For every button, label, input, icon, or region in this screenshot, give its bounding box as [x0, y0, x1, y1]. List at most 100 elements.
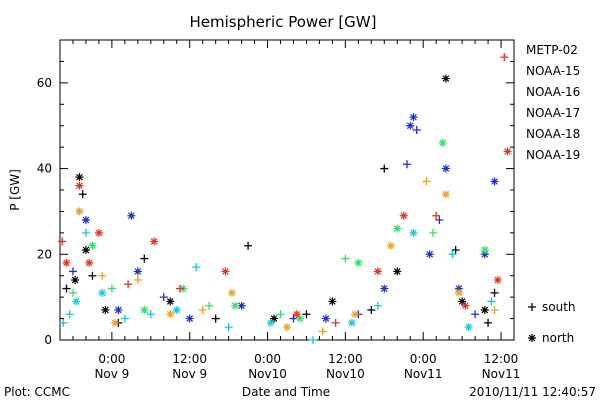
legend-entry: NOAA-16: [526, 85, 580, 99]
footer-timestamp: 2010/11/11 12:40:57: [469, 385, 596, 399]
data-point-south: [451, 246, 460, 254]
x-tick-label-time: 0:00: [254, 352, 281, 366]
data-point-south: [428, 228, 437, 237]
series-noaa-16: [59, 228, 496, 344]
y-tick-label: 20: [37, 247, 52, 261]
x-tick-label-date: Nov11: [404, 367, 443, 381]
data-point-south: [59, 318, 68, 327]
data-point-north: [185, 314, 194, 323]
data-point-north: [425, 250, 434, 259]
x-tick-label-time: 0:00: [98, 352, 125, 366]
data-point-north: [231, 301, 240, 310]
data-point-north: [490, 177, 499, 186]
data-point-north: [480, 306, 489, 314]
data-point-north: [72, 297, 81, 306]
data-point-south: [224, 323, 233, 332]
data-point-north: [172, 306, 181, 314]
y-tick-label: 40: [37, 162, 52, 176]
data-point-north: [166, 310, 175, 319]
data-point-north: [127, 211, 136, 220]
data-point-north: [480, 246, 489, 254]
data-point-north: [150, 237, 159, 246]
data-point-south: [192, 263, 201, 272]
data-point-south: [175, 284, 184, 293]
data-point-north: [441, 164, 450, 173]
data-point-north: [354, 258, 363, 267]
y-tick-label: 0: [44, 333, 52, 347]
data-point-north: [75, 207, 84, 216]
chart-title: Hemispheric Power [GW]: [190, 13, 377, 31]
data-point-south: [120, 314, 129, 323]
data-point-south: [432, 211, 441, 220]
legend-north-label: north: [542, 331, 574, 345]
data-point-north: [237, 301, 246, 310]
data-point-north: [140, 306, 149, 314]
data-point-north: [380, 284, 389, 293]
y-axis-label: P [GW]: [8, 169, 22, 211]
data-point-north: [62, 258, 71, 267]
data-point-north: [386, 241, 395, 250]
series-noaa-17: [68, 138, 489, 323]
data-point-north: [409, 113, 418, 122]
data-point-south: [471, 310, 480, 319]
data-point-south: [140, 254, 149, 263]
legend-south-label: south: [542, 300, 576, 314]
data-point-south: [448, 250, 457, 259]
data-point-south: [380, 164, 389, 173]
legend: METP-02 NOAA-15 NOAA-16 NOAA-17 NOAA-18 NOAA-…: [526, 43, 580, 345]
data-point-south: [422, 177, 431, 186]
legend-south-symbol: [528, 303, 536, 311]
data-point-south: [146, 310, 155, 319]
data-point-south: [88, 271, 97, 280]
data-point-south: [402, 160, 411, 169]
x-tick-label-date: Nov11: [482, 367, 521, 381]
data-point-north: [438, 138, 447, 147]
data-point-south: [244, 241, 253, 250]
data-point-south: [68, 288, 77, 297]
data-point-north: [75, 181, 84, 190]
series-noaa-18: [75, 177, 499, 336]
data-point-north: [221, 267, 230, 276]
x-axis-label: Date and Time: [242, 385, 330, 399]
data-point-south: [412, 126, 421, 134]
data-point-south: [107, 284, 116, 293]
data-point-south: [98, 271, 107, 280]
series-noaa-19: [58, 53, 512, 327]
x-tick-label-date: Nov10: [326, 367, 365, 381]
data-point-north: [454, 288, 463, 297]
data-point-south: [318, 327, 327, 336]
plot-frame: [59, 39, 515, 341]
data-point-north: [373, 267, 382, 276]
data-point-south: [373, 301, 382, 310]
data-points: [58, 53, 512, 344]
data-point-south: [65, 310, 74, 319]
data-point-north: [292, 310, 301, 319]
x-tick-label-time: 0:00: [410, 352, 437, 366]
data-point-north: [454, 284, 463, 293]
data-point-north: [75, 173, 84, 182]
data-point-north: [227, 288, 236, 297]
y-tick-label: 60: [37, 76, 52, 90]
data-point-north: [266, 318, 275, 327]
data-point-north: [503, 147, 512, 156]
data-point-north: [464, 323, 473, 332]
data-point-north: [480, 250, 489, 259]
data-point-south: [484, 318, 493, 327]
data-point-north: [493, 276, 502, 284]
data-point-south: [367, 306, 376, 314]
data-point-south: [487, 297, 496, 306]
data-point-north: [133, 267, 142, 276]
x-tick-label-date: Nov 9: [172, 367, 207, 381]
data-point-north: [88, 241, 97, 250]
data-point-north: [94, 228, 103, 237]
data-point-south: [211, 314, 220, 323]
data-point-north: [283, 323, 291, 332]
x-tick-label-time: 12:00: [328, 352, 363, 366]
data-point-north: [461, 301, 470, 310]
data-point-north: [351, 310, 360, 319]
data-point-south: [331, 318, 340, 327]
data-point-north: [458, 297, 467, 306]
data-point-south: [124, 280, 133, 289]
